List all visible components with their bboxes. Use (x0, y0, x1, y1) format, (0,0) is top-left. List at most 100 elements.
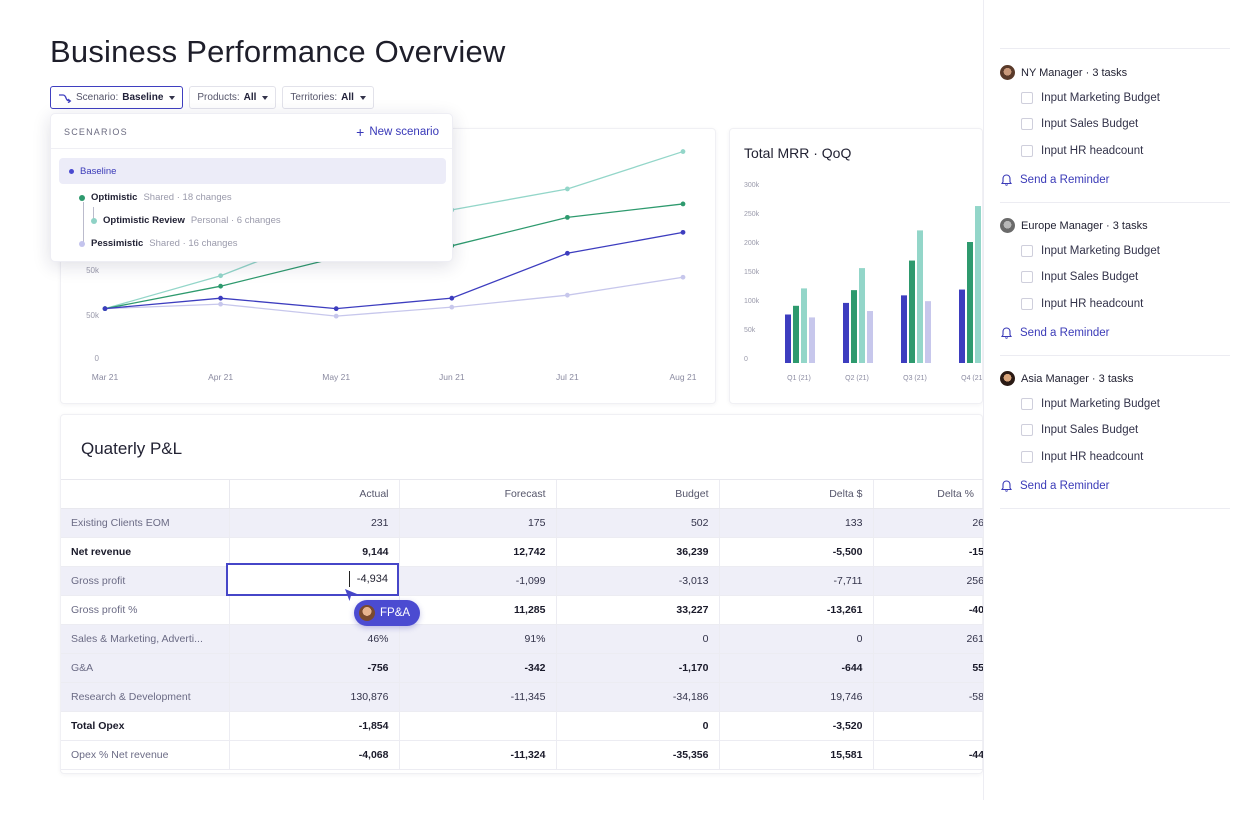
checkbox[interactable] (1021, 118, 1033, 130)
table-cell[interactable]: -34,186 (555, 682, 719, 712)
table-cell[interactable]: 0 (718, 624, 873, 654)
table-cell[interactable] (872, 711, 984, 741)
table-cell[interactable]: 0 (555, 711, 719, 741)
scenario-name: Optimistic Review (103, 215, 185, 226)
table-cell[interactable]: -644 (718, 653, 873, 683)
table-cell[interactable]: 19,746 (718, 682, 873, 712)
task-label: Input Marketing Budget (1041, 245, 1160, 257)
pl-table-card: Quaterly P&L Actual Forecast Budget Delt… (60, 414, 984, 774)
table-cell[interactable]: 133 (718, 508, 873, 538)
products-filter-button[interactable]: Products: All (189, 86, 277, 109)
task-item[interactable]: Input Marketing Budget (1021, 245, 1160, 257)
table-cell[interactable]: -13,261 (718, 595, 873, 625)
table-cell[interactable]: -15 (872, 537, 984, 567)
table-cell[interactable]: 130,876 (228, 682, 399, 712)
table-cell[interactable]: 55 (872, 653, 984, 683)
table-cell[interactable] (398, 711, 556, 741)
new-scenario-button[interactable]: + New scenario (356, 125, 439, 139)
table-cell[interactable]: -11,324 (398, 740, 556, 770)
task-item[interactable]: Input HR headcount (1021, 298, 1143, 310)
table-row[interactable]: Net revenue 9,144 12,742 36,239 -5,500 -15 (61, 537, 984, 567)
task-item[interactable]: Input HR headcount (1021, 451, 1143, 463)
task-label: Input Sales Budget (1041, 424, 1139, 436)
table-cell[interactable]: -4,068 (228, 740, 399, 770)
table-cell[interactable]: -756 (228, 653, 399, 683)
send-reminder-button[interactable]: Send a Reminder (1001, 480, 1110, 492)
table-cell[interactable]: 256 (872, 566, 984, 596)
territories-filter-button[interactable]: Territories: All (282, 86, 374, 109)
table-row[interactable]: Gross profit -1,099 -3,013 -7,711 256 (61, 566, 984, 596)
table-row[interactable]: Sales & Marketing, Adverti... 46% 91% 0 0 261 (61, 624, 984, 654)
table-cell[interactable]: -7,711 (718, 566, 873, 596)
data-point (102, 306, 108, 312)
scenario-item-baseline[interactable]: Baseline (69, 166, 116, 177)
column-header-delta-percent[interactable]: Delta % (872, 479, 984, 509)
table-cell[interactable]: 46% (228, 624, 399, 654)
table-cell[interactable]: 12,742 (398, 537, 556, 567)
table-cell[interactable]: -342 (398, 653, 556, 683)
checkbox[interactable] (1021, 92, 1033, 104)
table-cell[interactable]: 36,239 (555, 537, 719, 567)
column-header-forecast[interactable]: Forecast (398, 479, 556, 509)
send-reminder-button[interactable]: Send a Reminder (1001, 174, 1110, 186)
table-cell[interactable]: -1,170 (555, 653, 719, 683)
table-row[interactable]: G&A -756 -342 -1,170 -644 55 (61, 653, 984, 683)
table-cell[interactable]: -5,500 (718, 537, 873, 567)
table-cell[interactable]: 26 (872, 508, 984, 538)
table-cell[interactable]: -1,854 (228, 711, 399, 741)
table-row[interactable]: Opex % Net revenue -4,068 -11,324 -35,356 15… (61, 740, 984, 770)
table-row[interactable]: Existing Clients EOM 231 175 502 133 26 (61, 508, 984, 538)
column-header-delta-dollar[interactable]: Delta $ (718, 479, 873, 509)
checkbox[interactable] (1021, 424, 1033, 436)
table-row[interactable]: Research & Development 130,876 -11,345 -34,… (61, 682, 984, 712)
task-item[interactable]: Input HR headcount (1021, 145, 1143, 157)
checkbox[interactable] (1021, 398, 1033, 410)
table-cell[interactable]: -3,520 (718, 711, 873, 741)
table-cell[interactable]: 502 (555, 508, 719, 538)
table-cell[interactable]: 91% (398, 624, 556, 654)
task-item[interactable]: Input Marketing Budget (1021, 92, 1160, 104)
table-cell[interactable]: 261 (872, 624, 984, 654)
checkbox[interactable] (1021, 298, 1033, 310)
task-item[interactable]: Input Sales Budget (1021, 424, 1138, 436)
task-item[interactable]: Input Sales Budget (1021, 118, 1138, 130)
send-reminder-button[interactable]: Send a Reminder (1001, 327, 1110, 339)
table-cell[interactable]: -1,099 (398, 566, 556, 596)
chevron-down-icon (262, 95, 269, 100)
scenario-filter-button[interactable]: Scenario: Baseline (50, 86, 184, 109)
column-header-actual[interactable]: Actual (228, 479, 399, 509)
checkbox[interactable] (1021, 145, 1033, 157)
column-header-budget[interactable]: Budget (555, 479, 719, 509)
scenario-item-optimistic-review[interactable]: Optimistic Review Personal · 6 changes (91, 215, 281, 226)
territories-filter-label: Territories: (290, 92, 338, 103)
table-cell[interactable]: -44 (872, 740, 984, 770)
table-cell[interactable]: 33,227 (555, 595, 719, 625)
checkbox[interactable] (1021, 271, 1033, 283)
scenario-item-optimistic[interactable]: Optimistic Shared · 18 changes (79, 192, 232, 203)
table-cell[interactable]: -58 (872, 682, 984, 712)
table-cell[interactable]: 0 (555, 624, 719, 654)
table-cell[interactable]: -40 (872, 595, 984, 625)
checkbox[interactable] (1021, 245, 1033, 257)
mrr-bar-chart: 0 50k 100k 150k 200k 250k 300k Q1 (21) Q2 (21) Q3… (744, 182, 982, 382)
page-title: Business Performance Overview (50, 34, 506, 69)
task-label: Input Sales Budget (1041, 271, 1139, 283)
scenario-item-pessimistic[interactable]: Pessimistic Shared · 16 changes (79, 238, 238, 249)
task-item[interactable]: Input Sales Budget (1021, 271, 1138, 283)
bar-chart-title: Total MRR · QoQ (744, 145, 852, 161)
cell-edit-input[interactable]: -4,934 (226, 563, 399, 596)
table-cell[interactable]: 15,581 (718, 740, 873, 770)
avatar (359, 605, 375, 621)
row-label: Research & Development (61, 682, 230, 712)
table-cell[interactable]: -35,356 (555, 740, 719, 770)
table-cell[interactable]: -11,345 (398, 682, 556, 712)
table-row[interactable]: Total Opex -1,854 0 -3,520 (61, 711, 984, 741)
table-cell[interactable]: -3,013 (555, 566, 719, 596)
bell-icon (1001, 327, 1012, 339)
table-cell[interactable]: 231 (228, 508, 399, 538)
task-item[interactable]: Input Marketing Budget (1021, 398, 1160, 410)
table-cell[interactable]: 175 (398, 508, 556, 538)
table-row[interactable]: Gross profit % 11,285 33,227 -13,261 -40 (61, 595, 984, 625)
checkbox[interactable] (1021, 451, 1033, 463)
table-cell[interactable]: 11,285 (398, 595, 556, 625)
